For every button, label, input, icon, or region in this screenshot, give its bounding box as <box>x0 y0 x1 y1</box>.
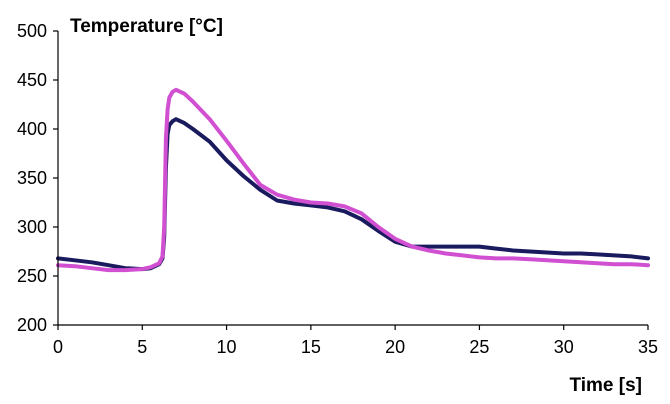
x-tick-label: 35 <box>638 337 658 357</box>
y-tick-label: 450 <box>17 70 47 90</box>
y-tick-label: 350 <box>17 168 47 188</box>
y-tick-label: 250 <box>17 266 47 286</box>
x-tick-label: 25 <box>469 337 489 357</box>
x-tick-label: 15 <box>301 337 321 357</box>
series-line-1 <box>56 117 650 272</box>
x-tick-label: 0 <box>53 337 63 357</box>
y-axis-title: Temperature [°C] <box>70 16 223 37</box>
x-tick-label: 20 <box>385 337 405 357</box>
y-axis-ticks: 200 250 300 350 400 450 500 <box>17 21 58 335</box>
y-tick-label: 400 <box>17 119 47 139</box>
x-tick-label: 30 <box>554 337 574 357</box>
x-axis-title: Time [s] <box>569 375 642 396</box>
y-tick-label: 200 <box>17 315 47 335</box>
y-tick-label: 300 <box>17 217 47 237</box>
x-axis-ticks: 0 5 10 15 20 25 30 35 <box>53 325 658 357</box>
x-tick-label: 5 <box>137 337 147 357</box>
y-tick-label: 500 <box>17 21 47 41</box>
x-tick-label: 10 <box>217 337 237 357</box>
plot-series-group <box>56 87 650 273</box>
series-line-2 <box>56 87 650 273</box>
